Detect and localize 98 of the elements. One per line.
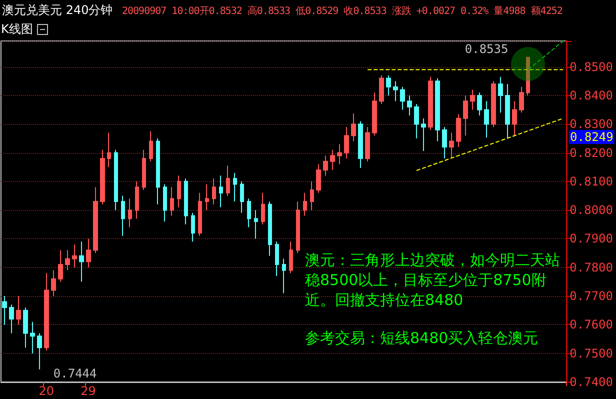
candlestick <box>44 272 49 351</box>
candlestick <box>156 138 160 205</box>
y-tick-label: 0.8200 <box>570 146 614 160</box>
candlestick <box>93 186 98 254</box>
candlestick <box>184 178 188 225</box>
candlestick <box>30 321 35 354</box>
annotation: 0.7444 <box>53 366 97 380</box>
candlestick <box>247 198 251 228</box>
y-tick-label: 0.7600 <box>570 318 614 332</box>
candlestick <box>400 86 405 110</box>
candlestick <box>470 89 475 110</box>
candlestick <box>526 56 530 96</box>
candlestick <box>456 114 461 148</box>
candlestick <box>519 86 524 114</box>
candlestick <box>463 94 468 136</box>
candlestick <box>86 238 91 268</box>
text: 0.8249 <box>570 130 614 144</box>
y-tick-label: 0.8400 <box>570 88 614 102</box>
candlestick <box>358 120 363 168</box>
annotation: 0.8535 <box>464 42 508 56</box>
candlestick <box>79 241 84 282</box>
candlestick <box>100 149 105 205</box>
x-tick-label: 29 <box>80 384 96 398</box>
chart-subtitle: 20090907 10:00开0.8532 高0.8533 低0.8529 收0.8533 涨跌 +0.0027 0.32% 量4988 额4252 <box>122 4 562 18</box>
candlestick <box>498 76 503 114</box>
candlestick <box>275 241 279 276</box>
candlestick <box>428 76 433 130</box>
y-tick-label: 0.8000 <box>570 203 614 218</box>
y-tick-label: 0.8500 <box>570 60 614 74</box>
candlestick <box>149 130 153 162</box>
candlestick <box>344 126 349 159</box>
candlestick <box>65 250 70 271</box>
y-tick-label: 0.7500 <box>570 346 614 360</box>
candlestick <box>163 184 167 222</box>
candlestick <box>170 186 174 216</box>
candlestick <box>9 304 14 334</box>
candlestick <box>233 172 237 202</box>
candlestick <box>58 250 63 282</box>
candlestick <box>282 258 286 294</box>
candlestick <box>135 180 139 220</box>
candlestick <box>37 332 42 370</box>
candlestick <box>491 80 496 128</box>
y-tick-label: 0.8300 <box>570 117 614 132</box>
candlestick <box>191 212 195 242</box>
candlestick <box>128 198 132 228</box>
text: K线图 <box>1 21 33 38</box>
candlestick <box>23 306 28 348</box>
candlestick <box>316 164 321 194</box>
candlestick <box>296 200 300 254</box>
candlestick <box>121 195 125 236</box>
candlestick <box>303 192 307 216</box>
candlestick <box>505 83 510 139</box>
candlestick <box>16 296 21 326</box>
y-tick-label: 0.8100 <box>570 174 614 188</box>
candlestick <box>107 132 111 168</box>
annotation: 澳元：三角形上边突破，如今明二天站稳8500以上，目标至少位于8750附近。回撤支持位在8480 <box>305 250 561 310</box>
candlestick <box>484 100 489 138</box>
candlestick <box>407 94 412 116</box>
candlestick <box>414 104 419 139</box>
candlestick <box>477 92 482 116</box>
candlestick <box>512 100 517 136</box>
candlestick <box>142 149 146 191</box>
candlestick <box>372 92 377 136</box>
candlestick <box>435 78 440 142</box>
candlestick <box>254 210 258 240</box>
candlestick <box>351 113 356 142</box>
candlestick <box>386 74 391 96</box>
x-tick-label: 20 <box>38 384 54 398</box>
candlestick <box>51 270 56 297</box>
candlestick <box>289 241 293 274</box>
y-tick-label: 0.7400 <box>570 375 614 389</box>
candlestick <box>226 165 230 196</box>
candlestick <box>442 126 447 159</box>
candlestick <box>310 180 314 211</box>
y-tick-label: 0.7700 <box>570 289 614 304</box>
candlestick <box>240 180 244 214</box>
candlestick <box>393 80 398 102</box>
candlestick <box>449 132 454 159</box>
candlestick <box>205 184 209 211</box>
y-tick-label: 0.7800 <box>570 260 614 274</box>
candlestick <box>337 144 342 165</box>
candlestick <box>212 178 216 205</box>
candlestick <box>2 296 7 326</box>
candlestick <box>323 155 328 176</box>
candlestick <box>198 192 202 236</box>
chart-title: 澳元兑美元 240分钟 <box>2 2 113 19</box>
candlestick <box>72 244 77 268</box>
candlestick <box>379 74 384 105</box>
candlestick <box>421 118 426 152</box>
candlestick <box>114 149 118 211</box>
candlestick <box>365 126 370 162</box>
candlestick <box>268 200 272 256</box>
candlestick <box>261 192 265 225</box>
candlestick <box>219 175 223 208</box>
annotation: 参考交易：短线8480买入轻仓澳元 <box>305 328 540 348</box>
candlestick <box>330 149 335 170</box>
candlestick <box>177 175 181 208</box>
y-tick-label: 0.7900 <box>570 232 614 246</box>
